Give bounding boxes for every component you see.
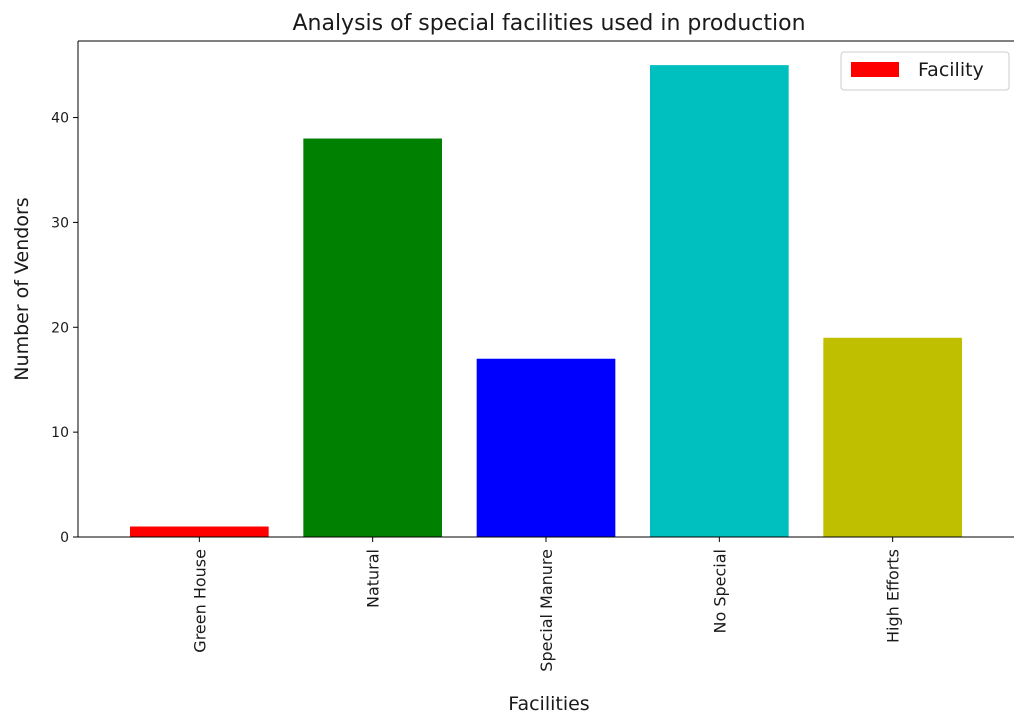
y-tick-label: 30 (51, 215, 69, 231)
bar-no-special (650, 65, 789, 537)
y-tick-label: 10 (51, 425, 69, 441)
y-tick-label: 0 (60, 530, 69, 546)
legend-box (840, 51, 1010, 91)
x-tick-label: Green House (190, 549, 209, 653)
y-axis-ticks: 0 10 20 30 40 (51, 111, 78, 546)
x-axis-ticks: Green House Natural Special Manure No Speci… (190, 537, 903, 672)
x-axis-label: Facilities (508, 693, 589, 715)
legend-label: Facility (918, 59, 984, 81)
bar-green-house (130, 526, 269, 537)
legend: Facility (840, 51, 1010, 91)
bar-special-manure (476, 358, 616, 537)
x-tick-label: Natural (364, 549, 383, 608)
x-tick-label: High Efforts (884, 549, 903, 643)
y-tick-label: 20 (51, 320, 69, 336)
legend-swatch (851, 62, 899, 77)
y-axis-label: Number of Vendors (11, 197, 33, 380)
bar-high-efforts (823, 337, 962, 537)
bars-group (130, 65, 962, 537)
bar-natural (303, 138, 442, 537)
y-tick-label: 40 (51, 111, 69, 127)
x-tick-label: No Special (710, 549, 729, 634)
x-tick-label: Special Manure (537, 549, 556, 672)
chart-title: Analysis of special facilities used in p… (292, 11, 805, 36)
